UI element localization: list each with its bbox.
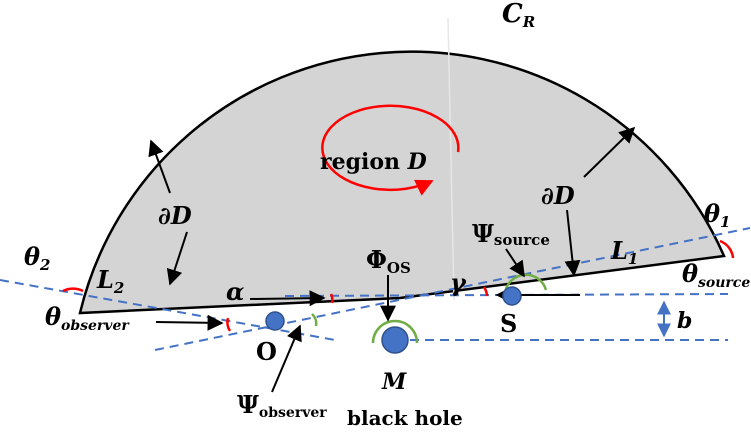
region-d-shape (78, 50, 726, 315)
source-ray-line (154, 227, 751, 351)
region-orientation-arrow (321, 104, 460, 196)
psi-observer-arrow (271, 324, 302, 393)
label-psi-source: Ψsource (472, 219, 550, 249)
label-dD-left: ∂D (158, 201, 192, 230)
dD-right-arrow-up (583, 126, 636, 178)
region-faint-divider (447, 17, 455, 301)
label-dD-right: ∂D (541, 181, 575, 210)
dD-left-arrow-down (166, 231, 188, 286)
label-theta1: θ1 (704, 199, 730, 231)
alpha-arc (329, 293, 334, 304)
source-point (502, 286, 522, 306)
label-cr: CR (502, 0, 535, 31)
label-L2: L2 (96, 265, 124, 297)
theta-observer-arc (226, 317, 232, 332)
theta-observer-arrow (155, 314, 224, 331)
black-hole-point (381, 326, 409, 354)
label-region-d: region D (320, 149, 427, 175)
label-L1: L1 (610, 236, 638, 268)
red-angle-arcs (62, 239, 735, 332)
theta-source-arc (482, 286, 489, 297)
dD-left-arrow-up (148, 139, 171, 194)
label-black-hole: black hole (347, 406, 463, 430)
dashed-lines (0, 227, 751, 351)
label-gamma: γ (450, 268, 467, 297)
label-theta-observer: θobserver (45, 302, 130, 334)
dD-right-arrow-down (564, 209, 581, 277)
label-b: b (677, 308, 692, 334)
observer-ray-line (0, 279, 336, 341)
label-alpha: α (226, 277, 244, 306)
theta2-arc (62, 287, 84, 293)
label-theta2: θ2 (24, 242, 50, 274)
label-theta-source: θsource (682, 259, 750, 291)
psi-source-arrow (505, 248, 525, 278)
observer-point (265, 311, 285, 331)
label-s: S (500, 309, 517, 338)
alpha-arrow (249, 290, 326, 307)
label-o: O (256, 337, 277, 366)
label-psi-observer: Ψobserver (237, 390, 327, 421)
psi-observer-arc (311, 313, 318, 327)
theta1-arc (719, 239, 735, 259)
label-m: M (381, 369, 407, 395)
label-phi-os: ΦOS (366, 245, 411, 277)
